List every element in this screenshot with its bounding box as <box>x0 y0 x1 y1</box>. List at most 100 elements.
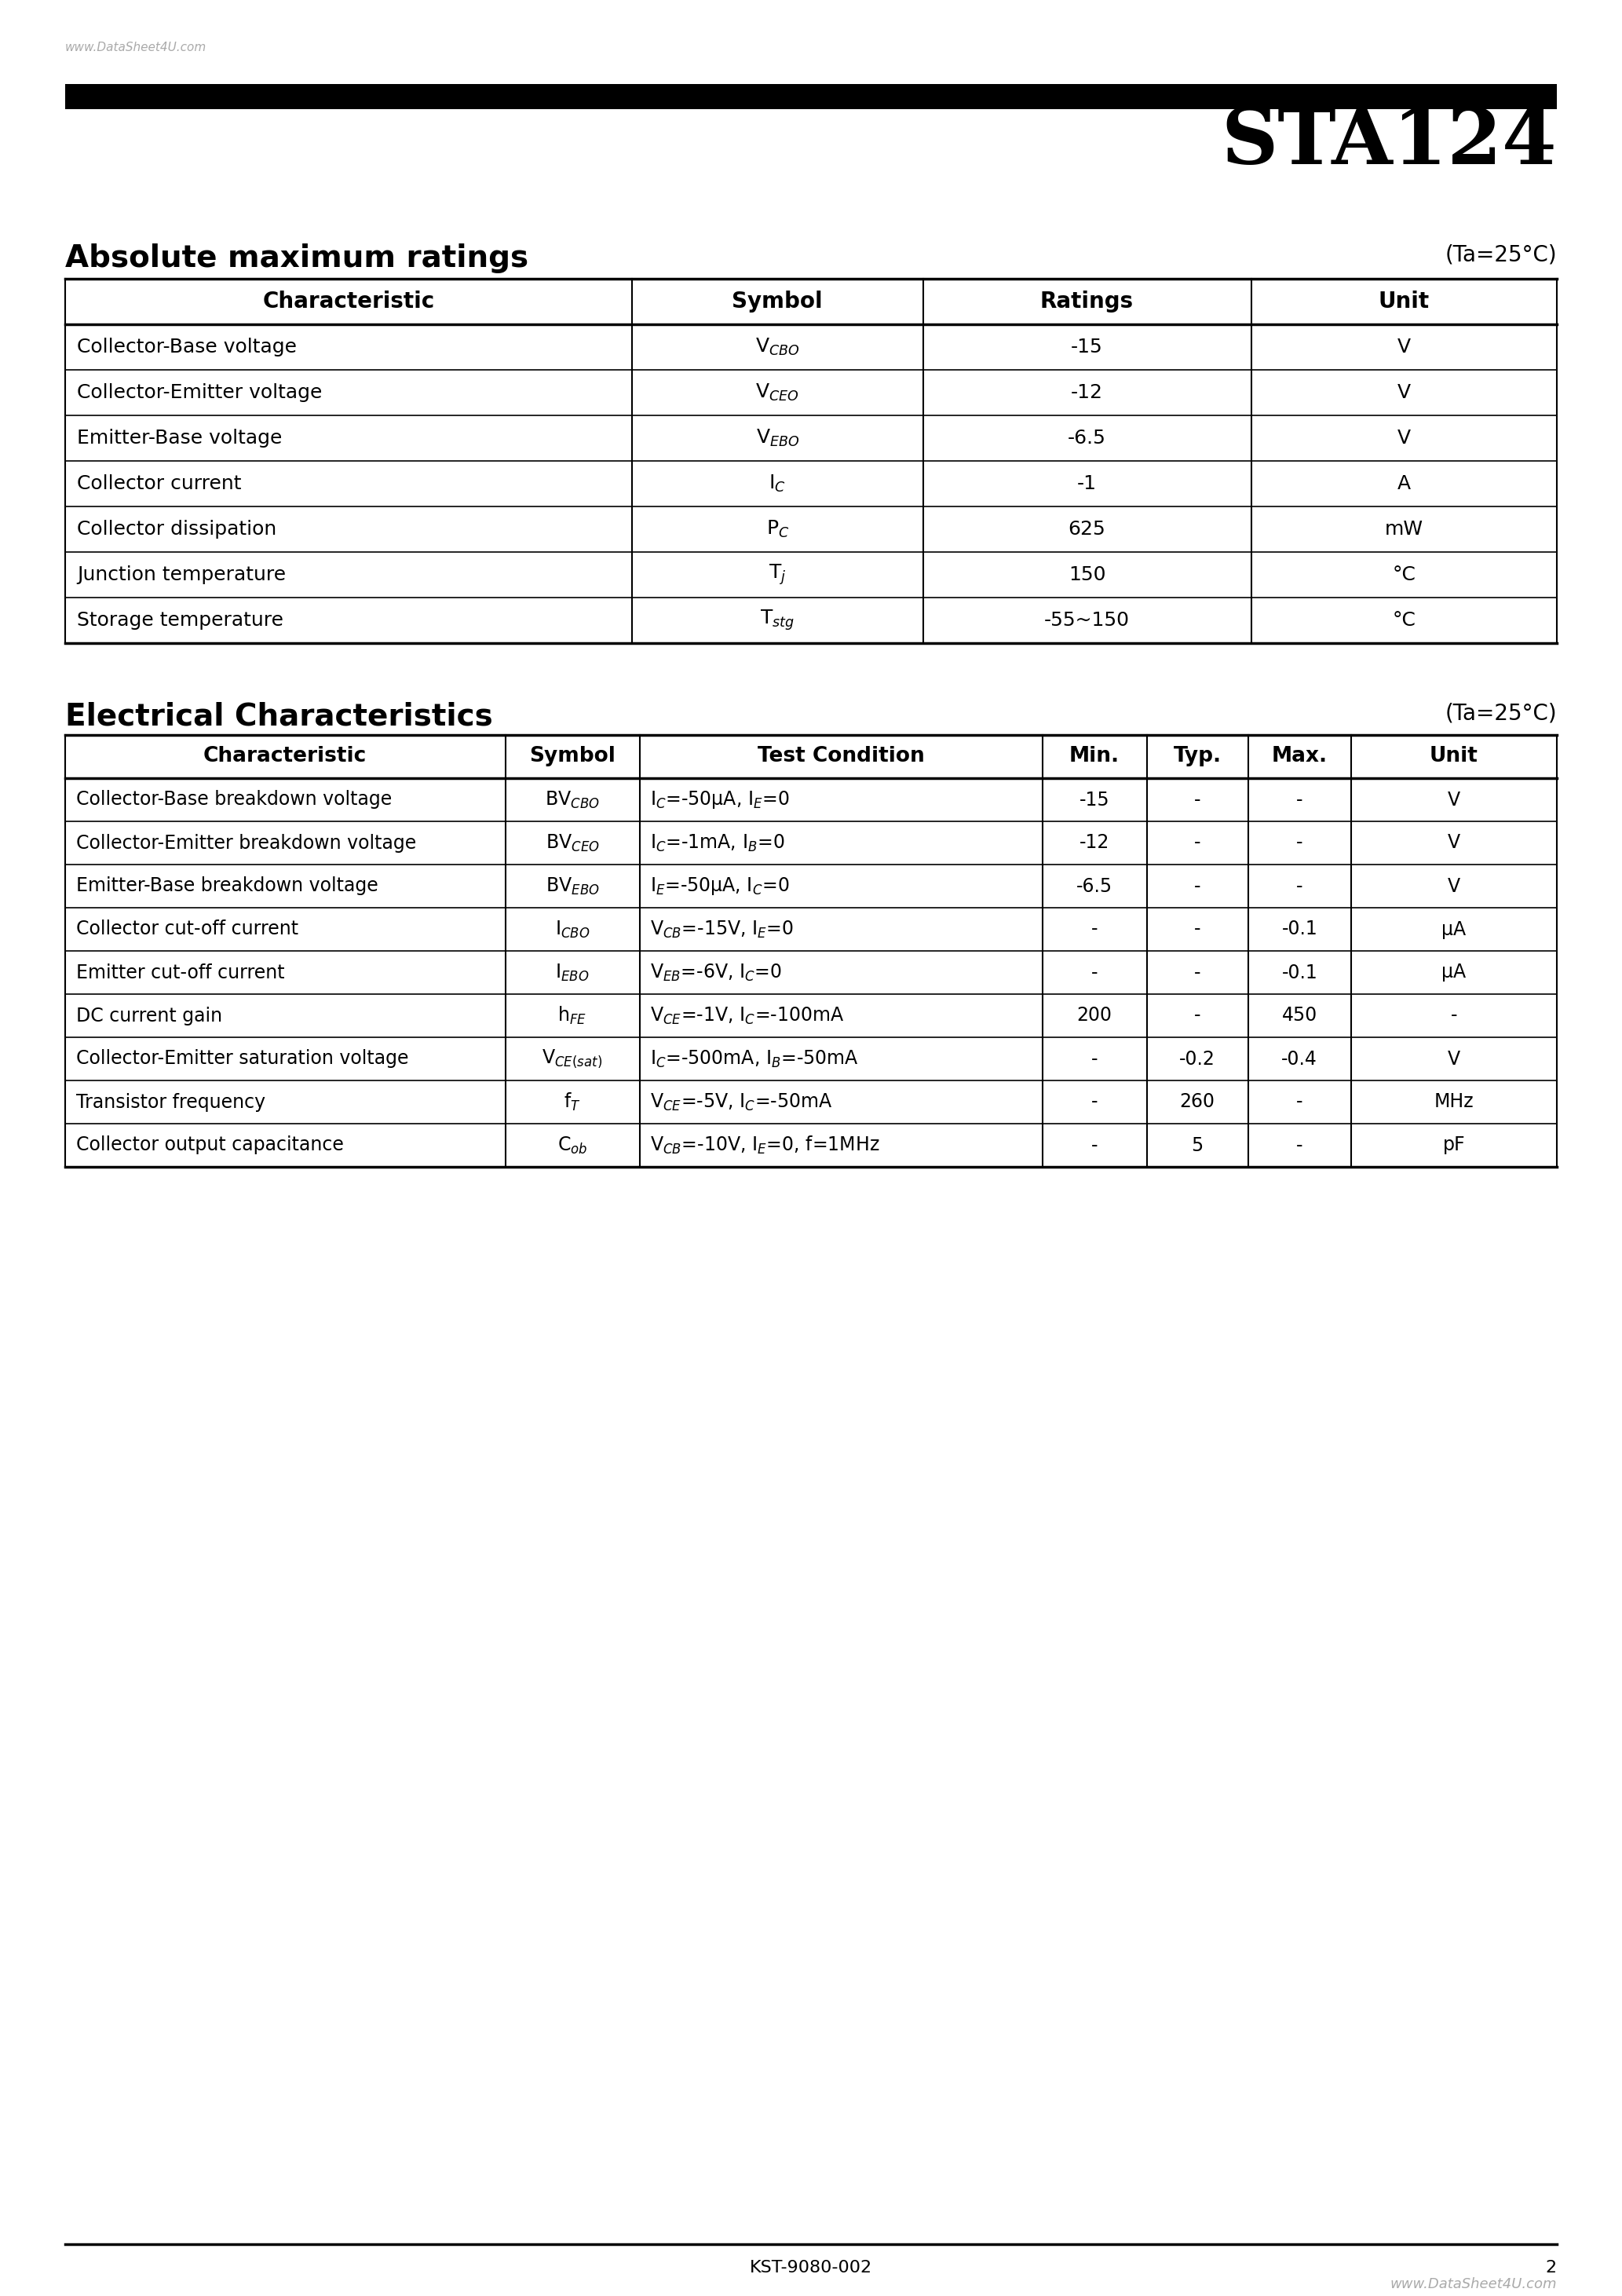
Text: I$_{C}$: I$_{C}$ <box>769 473 787 494</box>
Text: V: V <box>1397 338 1411 356</box>
Text: V: V <box>1447 833 1460 852</box>
Text: Collector dissipation: Collector dissipation <box>76 519 276 540</box>
Text: Collector cut-off current: Collector cut-off current <box>76 921 298 939</box>
Text: (Ta=25°C): (Ta=25°C) <box>1445 243 1557 266</box>
Text: -: - <box>1092 1049 1098 1068</box>
Text: I$_{C}$=-50μA, I$_{E}$=0: I$_{C}$=-50μA, I$_{E}$=0 <box>650 790 790 810</box>
Text: Characteristic: Characteristic <box>203 746 367 767</box>
Text: 2: 2 <box>1546 2259 1557 2275</box>
Text: Max.: Max. <box>1272 746 1327 767</box>
Text: T$_{stg}$: T$_{stg}$ <box>761 608 795 631</box>
Text: Collector-Base voltage: Collector-Base voltage <box>76 338 297 356</box>
Bar <box>65 85 1557 110</box>
Text: V$_{EBO}$: V$_{EBO}$ <box>756 427 800 448</box>
Text: -1: -1 <box>1077 475 1096 494</box>
Text: f$_{T}$: f$_{T}$ <box>564 1091 581 1114</box>
Text: C$_{ob}$: C$_{ob}$ <box>558 1134 587 1155</box>
Text: V: V <box>1397 383 1411 402</box>
Text: °C: °C <box>1392 565 1416 583</box>
Text: h$_{FE}$: h$_{FE}$ <box>558 1006 587 1026</box>
Text: Collector-Emitter voltage: Collector-Emitter voltage <box>76 383 323 402</box>
Text: Collector-Emitter saturation voltage: Collector-Emitter saturation voltage <box>76 1049 409 1068</box>
Text: Collector-Emitter breakdown voltage: Collector-Emitter breakdown voltage <box>76 833 417 852</box>
Text: -: - <box>1194 1006 1200 1024</box>
Text: V: V <box>1447 790 1460 808</box>
Text: Symbol: Symbol <box>529 746 615 767</box>
Text: V: V <box>1447 877 1460 895</box>
Text: -55~150: -55~150 <box>1045 611 1131 629</box>
Text: -: - <box>1450 1006 1457 1024</box>
Text: Test Condition: Test Condition <box>757 746 925 767</box>
Text: -0.4: -0.4 <box>1281 1049 1317 1068</box>
Text: -: - <box>1092 921 1098 939</box>
Bar <box>65 278 1557 643</box>
Text: -: - <box>1296 833 1302 852</box>
Text: T$_{j}$: T$_{j}$ <box>769 563 787 588</box>
Text: 200: 200 <box>1077 1006 1113 1024</box>
Text: Collector-Base breakdown voltage: Collector-Base breakdown voltage <box>76 790 393 808</box>
Text: DC current gain: DC current gain <box>76 1006 222 1024</box>
Text: I$_{C}$=-1mA, I$_{B}$=0: I$_{C}$=-1mA, I$_{B}$=0 <box>650 833 785 854</box>
Text: 625: 625 <box>1069 519 1106 540</box>
Text: www.DataSheet4U.com: www.DataSheet4U.com <box>1390 2278 1557 2291</box>
Text: -: - <box>1092 1137 1098 1155</box>
Text: I$_{EBO}$: I$_{EBO}$ <box>555 962 589 983</box>
Text: -6.5: -6.5 <box>1067 429 1106 448</box>
Text: V$_{CE}$=-1V, I$_{C}$=-100mA: V$_{CE}$=-1V, I$_{C}$=-100mA <box>650 1006 845 1026</box>
Text: V$_{CE}$=-5V, I$_{C}$=-50mA: V$_{CE}$=-5V, I$_{C}$=-50mA <box>650 1093 834 1111</box>
Text: -: - <box>1194 962 1200 983</box>
Text: -: - <box>1296 790 1302 808</box>
Text: Junction temperature: Junction temperature <box>76 565 285 583</box>
Text: μA: μA <box>1442 921 1466 939</box>
Text: -0.1: -0.1 <box>1281 921 1317 939</box>
Text: Collector current: Collector current <box>76 475 242 494</box>
Text: -: - <box>1092 1093 1098 1111</box>
Text: Typ.: Typ. <box>1173 746 1221 767</box>
Text: Absolute maximum ratings: Absolute maximum ratings <box>65 243 529 273</box>
Text: Storage temperature: Storage temperature <box>76 611 284 629</box>
Text: -: - <box>1092 962 1098 983</box>
Text: -: - <box>1194 790 1200 808</box>
Text: -12: -12 <box>1079 833 1109 852</box>
Text: V: V <box>1397 429 1411 448</box>
Text: -0.1: -0.1 <box>1281 962 1317 983</box>
Text: V$_{CB}$=-15V, I$_{E}$=0: V$_{CB}$=-15V, I$_{E}$=0 <box>650 918 795 939</box>
Text: V$_{CE(sat)}$: V$_{CE(sat)}$ <box>542 1047 603 1070</box>
Text: 450: 450 <box>1281 1006 1317 1024</box>
Text: Unit: Unit <box>1379 292 1429 312</box>
Text: BV$_{CBO}$: BV$_{CBO}$ <box>545 790 600 810</box>
Text: -: - <box>1296 1093 1302 1111</box>
Text: -15: -15 <box>1071 338 1103 356</box>
Text: A: A <box>1397 475 1411 494</box>
Text: STA124: STA124 <box>1221 103 1557 181</box>
Text: (Ta=25°C): (Ta=25°C) <box>1445 703 1557 723</box>
Text: 260: 260 <box>1179 1093 1215 1111</box>
Text: BV$_{CEO}$: BV$_{CEO}$ <box>545 833 600 854</box>
Text: www.DataSheet4U.com: www.DataSheet4U.com <box>65 41 206 53</box>
Text: -: - <box>1194 921 1200 939</box>
Text: -: - <box>1296 877 1302 895</box>
Text: V$_{CB}$=-10V, I$_{E}$=0, f=1MHz: V$_{CB}$=-10V, I$_{E}$=0, f=1MHz <box>650 1134 881 1155</box>
Bar <box>65 735 1557 1166</box>
Text: V$_{EB}$=-6V, I$_{C}$=0: V$_{EB}$=-6V, I$_{C}$=0 <box>650 962 782 983</box>
Text: 5: 5 <box>1191 1137 1204 1155</box>
Text: Unit: Unit <box>1429 746 1478 767</box>
Text: Emitter cut-off current: Emitter cut-off current <box>76 962 285 983</box>
Text: 150: 150 <box>1069 565 1106 583</box>
Text: °C: °C <box>1392 611 1416 629</box>
Text: -: - <box>1296 1137 1302 1155</box>
Text: MHz: MHz <box>1434 1093 1474 1111</box>
Text: Characteristic: Characteristic <box>263 292 435 312</box>
Text: V$_{CBO}$: V$_{CBO}$ <box>756 338 800 358</box>
Text: Emitter-Base voltage: Emitter-Base voltage <box>76 429 282 448</box>
Text: I$_{CBO}$: I$_{CBO}$ <box>555 918 590 939</box>
Text: Transistor frequency: Transistor frequency <box>76 1093 266 1111</box>
Text: Collector output capacitance: Collector output capacitance <box>76 1137 344 1155</box>
Text: -12: -12 <box>1071 383 1103 402</box>
Text: -0.2: -0.2 <box>1179 1049 1215 1068</box>
Text: Electrical Characteristics: Electrical Characteristics <box>65 703 493 732</box>
Text: μA: μA <box>1442 962 1466 983</box>
Text: -: - <box>1194 833 1200 852</box>
Text: mW: mW <box>1385 519 1422 540</box>
Text: V$_{CEO}$: V$_{CEO}$ <box>756 383 800 402</box>
